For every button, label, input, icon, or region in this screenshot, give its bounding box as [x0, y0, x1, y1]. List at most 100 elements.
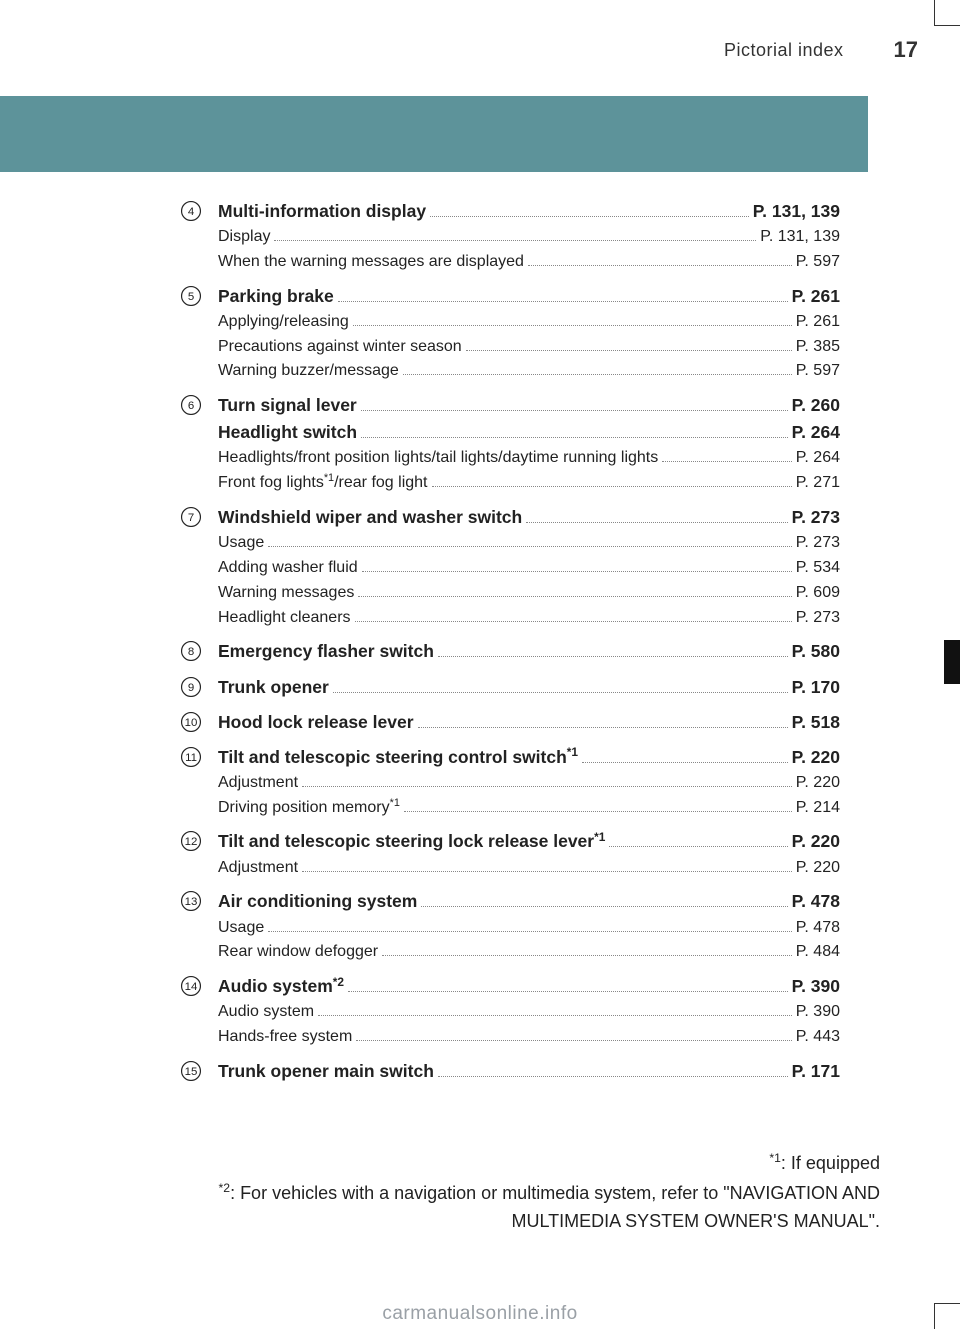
callout-number-icon: 11 — [180, 746, 208, 768]
dot-leader — [662, 453, 792, 463]
footnote-2: *2: For vehicles with a navigation or mu… — [130, 1180, 880, 1236]
index-entry-sub: Applying/releasing P. 261 — [218, 310, 840, 335]
index-entry-main: Tilt and telescopic steering lock releas… — [218, 828, 840, 855]
index-entry-label: Tilt and telescopic steering control swi… — [218, 744, 567, 771]
footnote-1: *1: If equipped — [130, 1150, 880, 1178]
dot-leader — [338, 291, 788, 302]
footnote-1-text: : If equipped — [781, 1153, 880, 1173]
superscript-mark: *1 — [390, 795, 400, 812]
index-entry-page: P. 478 — [796, 916, 840, 941]
index-entry-page: P. 390 — [796, 1000, 840, 1025]
dot-leader — [356, 1031, 792, 1041]
svg-text:4: 4 — [188, 206, 195, 218]
index-entry-page: P. 220 — [796, 856, 840, 881]
index-entry-page: P. 273 — [796, 606, 840, 631]
index-item: 4 Multi-information display P. 131, 139D… — [180, 198, 840, 275]
index-entry-sub: Driving position memory*1 P. 214 — [218, 796, 840, 821]
index-entry-main: Turn signal lever P. 260 — [218, 392, 840, 419]
dot-leader — [418, 717, 788, 728]
index-entry-label: Display — [218, 225, 270, 250]
index-entry-page: P. 580 — [792, 638, 840, 665]
dot-leader — [403, 366, 792, 376]
dot-leader — [466, 341, 792, 351]
index-entry-main: Trunk opener P. 170 — [218, 674, 840, 701]
index-entry-page: P. 264 — [792, 419, 840, 446]
index-entry-label: Emergency flasher switch — [218, 638, 434, 665]
index-entry-page: P. 220 — [792, 828, 840, 855]
dot-leader — [353, 316, 792, 326]
dot-leader — [361, 428, 788, 439]
index-entry-label: Applying/releasing — [218, 310, 349, 335]
dot-leader — [404, 802, 792, 812]
index-entry-sub: Precautions against winter season P. 385 — [218, 335, 840, 360]
dot-leader — [268, 538, 792, 548]
index-entry-main: Trunk opener main switch P. 171 — [218, 1058, 840, 1085]
index-entry-label: Usage — [218, 916, 264, 941]
svg-text:10: 10 — [185, 717, 198, 729]
dot-leader — [268, 922, 792, 932]
index-entry-main: Hood lock release lever P. 518 — [218, 709, 840, 736]
index-item: 6 Turn signal lever P. 260Headlight swit… — [180, 392, 840, 496]
callout-number-icon: 4 — [180, 200, 208, 222]
index-entry-sub: Adding washer fluid P. 534 — [218, 556, 840, 581]
index-entry-page: P. 214 — [796, 796, 840, 821]
index-item-lines: Trunk opener main switch P. 171 — [218, 1058, 840, 1085]
index-entry-page: P. 261 — [792, 283, 840, 310]
index-entry-main: Parking brake P. 261 — [218, 283, 840, 310]
dot-leader — [302, 777, 792, 787]
index-entry-label: Adding washer fluid — [218, 556, 358, 581]
callout-number-icon: 7 — [180, 506, 208, 528]
index-entry-main: Headlight switch P. 264 — [218, 419, 840, 446]
index-entry-page: P. 518 — [792, 709, 840, 736]
dot-leader — [528, 256, 792, 266]
callout-number-icon: 13 — [180, 890, 208, 912]
svg-text:7: 7 — [188, 512, 194, 524]
index-item: 11 Tilt and telescopic steering control … — [180, 744, 840, 821]
index-entry-page: P. 171 — [792, 1058, 840, 1085]
index-entry-page: P. 385 — [796, 335, 840, 360]
index-item-lines: Hood lock release lever P. 518 — [218, 709, 840, 736]
index-entry-label: Hands-free system — [218, 1025, 352, 1050]
index-entry-page: P. 597 — [796, 250, 840, 275]
superscript-mark: *1 — [324, 470, 334, 487]
superscript-mark: *1 — [567, 743, 578, 761]
index-entry-page: P. 271 — [796, 471, 840, 496]
index-entry-label: Trunk opener main switch — [218, 1058, 434, 1085]
index-entry-main: Windshield wiper and washer switch P. 27… — [218, 504, 840, 531]
index-entry-label: Headlight switch — [218, 419, 357, 446]
index-entry-label: Usage — [218, 531, 264, 556]
index-entry-sub: Audio system P. 390 — [218, 1000, 840, 1025]
index-entry-label: Warning buzzer/message — [218, 359, 399, 384]
index-entry-sub: Display P. 131, 139 — [218, 225, 840, 250]
index-entry-label: Headlight cleaners — [218, 606, 351, 631]
index-entry-sub: Rear window defogger P. 484 — [218, 940, 840, 965]
index-entry-sub: Warning buzzer/message P. 597 — [218, 359, 840, 384]
index-item-lines: Windshield wiper and washer switch P. 27… — [218, 504, 840, 630]
svg-text:14: 14 — [185, 981, 198, 993]
svg-text:8: 8 — [188, 646, 194, 658]
index-entry-page: P. 220 — [792, 744, 840, 771]
callout-number-icon: 10 — [180, 711, 208, 733]
index-entry-label: Audio system — [218, 973, 333, 1000]
callout-number-icon: 6 — [180, 394, 208, 416]
index-item-lines: Air conditioning system P. 478Usage P. 4… — [218, 888, 840, 965]
index-entry-sub: Headlights/front position lights/tail li… — [218, 446, 840, 471]
dot-leader — [421, 897, 787, 908]
index-entry-page: P. 609 — [796, 581, 840, 606]
index-entry-label: When the warning messages are displayed — [218, 250, 524, 275]
index-entry-main: Emergency flasher switch P. 580 — [218, 638, 840, 665]
index-entry-page: P. 484 — [796, 940, 840, 965]
index-entry-page: P. 390 — [792, 973, 840, 1000]
callout-number-icon: 9 — [180, 676, 208, 698]
footnote-1-mark: *1 — [769, 1151, 781, 1165]
dot-leader — [432, 478, 792, 488]
callout-number-icon: 14 — [180, 975, 208, 997]
index-entry-label-cont: /rear fog light — [334, 471, 427, 496]
index-entry-page: P. 478 — [792, 888, 840, 915]
callout-number-icon: 15 — [180, 1060, 208, 1082]
svg-text:11: 11 — [185, 752, 197, 764]
index-entry-sub: Adjustment P. 220 — [218, 771, 840, 796]
index-entry-label: Warning messages — [218, 581, 354, 606]
index-entry-label: Adjustment — [218, 771, 298, 796]
index-entry-page: P. 131, 139 — [753, 198, 840, 225]
